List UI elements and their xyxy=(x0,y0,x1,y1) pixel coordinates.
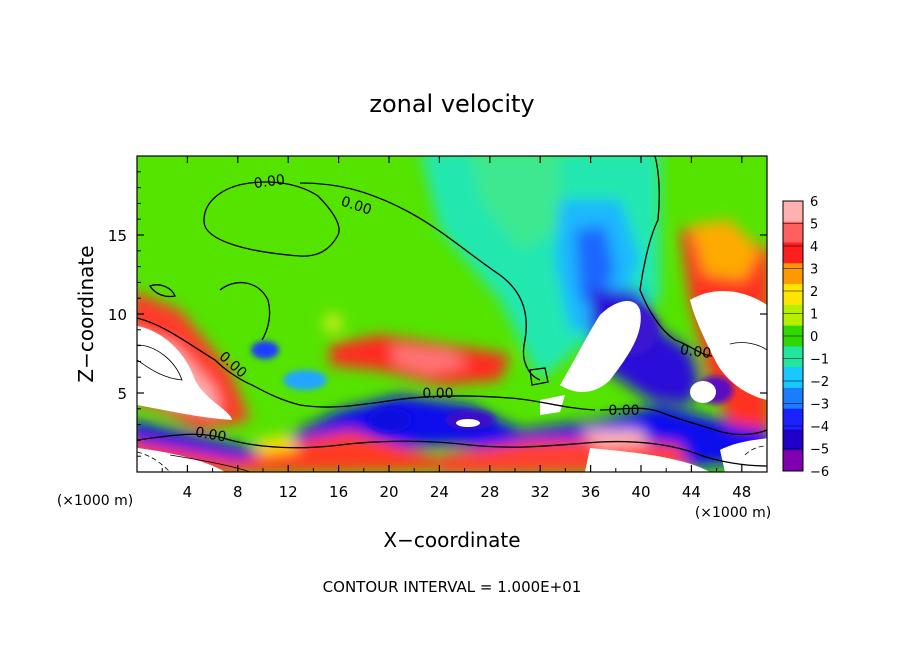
y-tick-label: 15 xyxy=(108,227,127,245)
colorbar-swatch xyxy=(783,221,803,244)
x-tick-label: 36 xyxy=(581,483,600,501)
x-tick-label: 4 xyxy=(183,483,193,501)
x-tick-label: 24 xyxy=(430,483,449,501)
colorbar-swatch xyxy=(783,450,803,472)
x-unit-left: (×1000 m) xyxy=(57,493,133,509)
x-tick-label: 8 xyxy=(233,483,243,501)
colorbar-tick-label: 6 xyxy=(810,195,818,210)
x-tick-label: 44 xyxy=(682,483,701,501)
colorbar-swatch xyxy=(783,304,803,327)
colorbar-swatch xyxy=(783,284,803,306)
contour-lines xyxy=(137,156,767,472)
x-tick-label: 28 xyxy=(480,483,499,501)
colorbar-tick-label: −2 xyxy=(810,375,829,390)
x-tick-label: 12 xyxy=(279,483,298,501)
x-axis: 4 8 12 16 20 24 28 32 36 40 44 48 xyxy=(161,156,751,501)
chart-title: zonal velocity xyxy=(369,90,534,118)
plot-area: 0.00 0.00 0.00 0.00 0.00 0.00 0.00 xyxy=(137,156,767,472)
colorbar-swatch xyxy=(783,242,803,264)
y-tick-label: 5 xyxy=(117,385,127,403)
colorbar-tick-label: 1 xyxy=(810,308,818,323)
colorbar-tick-label: −3 xyxy=(810,398,829,413)
contour-interval-note: CONTOUR INTERVAL = 1.000E+01 xyxy=(323,578,582,596)
colorbar-tick-label: 3 xyxy=(810,263,818,278)
contour-label: 0.00 xyxy=(679,342,712,362)
x-tick-label: 16 xyxy=(329,483,348,501)
colorbar-tick-label: 4 xyxy=(810,240,818,255)
y-axis-label: Z−coordinate xyxy=(74,245,98,382)
colorbar-tick-label: −6 xyxy=(810,465,829,480)
colorbar-tick-label: 0 xyxy=(810,330,818,345)
x-tick-label: 40 xyxy=(631,483,650,501)
colorbar-tick-label: −4 xyxy=(810,420,829,435)
colorbar-tick-label: 5 xyxy=(810,218,818,233)
colorbar-tick-label: 2 xyxy=(810,285,818,300)
colorbar-swatch xyxy=(783,429,803,451)
colorbar-tick-label: −1 xyxy=(810,353,829,368)
y-tick-label: 10 xyxy=(108,306,127,324)
y-axis: 5 10 15 xyxy=(108,171,767,457)
contour-label: 0.00 xyxy=(194,424,227,445)
colorbar-swatch xyxy=(783,201,803,223)
colorbar-swatch xyxy=(783,387,803,410)
x-tick-label: 48 xyxy=(732,483,751,501)
colorbar-swatch xyxy=(783,408,803,430)
contour-label: 0.00 xyxy=(253,172,286,192)
contour-label: 0.00 xyxy=(608,403,639,419)
x-tick-label: 32 xyxy=(531,483,550,501)
colorbar-swatch xyxy=(783,367,803,389)
contour-label: 0.00 xyxy=(422,386,453,402)
colorbar-tick-label: −5 xyxy=(810,443,829,458)
colorbar: 6 5 4 3 2 1 0 −1 −2 −3 −4 −5 −6 xyxy=(782,195,829,480)
colorbar-swatch xyxy=(783,346,803,368)
colorbar-swatch xyxy=(783,263,803,285)
x-unit-right: (×1000 m) xyxy=(695,505,771,521)
x-axis-label: X−coordinate xyxy=(383,528,520,552)
x-tick-label: 20 xyxy=(379,483,398,501)
